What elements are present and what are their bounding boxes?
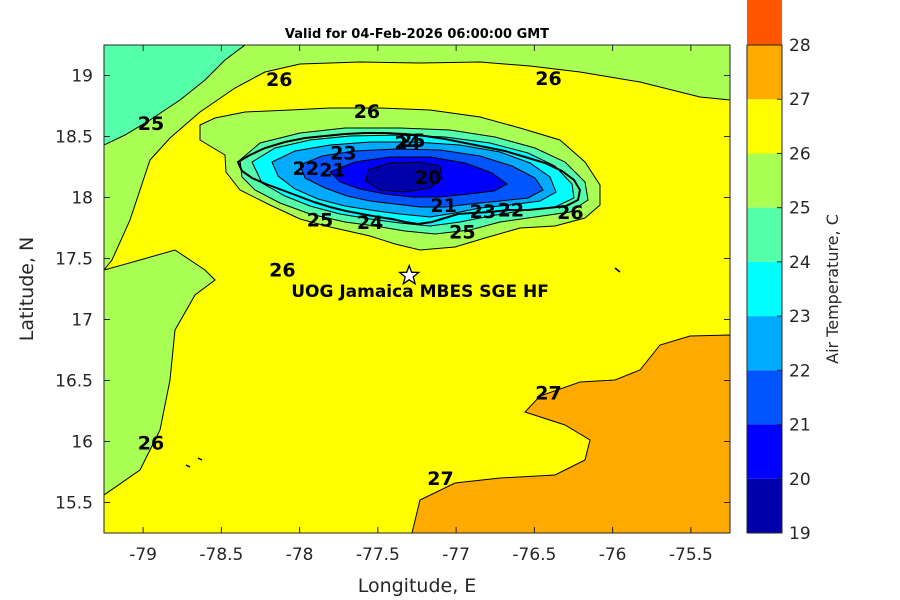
contour-label: 22 bbox=[498, 200, 524, 222]
contour-label: 26 bbox=[138, 433, 164, 455]
region-27-southeast bbox=[411, 334, 730, 533]
contour-map bbox=[104, 45, 730, 533]
colorbar-tick-label: 23 bbox=[789, 307, 811, 327]
colorbar-swatch bbox=[747, 45, 782, 100]
cay-dot bbox=[614, 267, 621, 273]
x-tick-label: -79 bbox=[129, 545, 157, 565]
colorbar-label: Air Temperature, C bbox=[823, 214, 842, 364]
x-tick-label: -76 bbox=[599, 545, 627, 565]
station-star-icon bbox=[397, 263, 421, 286]
contour-label: 23 bbox=[330, 142, 356, 164]
colorbar-tick-label: 22 bbox=[789, 361, 811, 381]
contour-label: 23 bbox=[470, 201, 496, 223]
y-tick-label: 18.5 bbox=[55, 128, 93, 148]
colorbar-tick-label: 19 bbox=[789, 524, 811, 544]
station-label: UOG Jamaica MBES SGE HF bbox=[291, 282, 549, 302]
contour-label: 26 bbox=[266, 69, 292, 91]
colorbar-tick-label: 25 bbox=[789, 199, 811, 219]
y-axis-ticks: 15.5 16 16.5 17 17.5 18 18.5 19 bbox=[55, 67, 730, 514]
y-tick-label: 17 bbox=[71, 311, 93, 331]
colorbar-swatch bbox=[747, 316, 782, 371]
x-tick-label: -78 bbox=[286, 545, 314, 565]
x-axis-label: Longitude, E bbox=[358, 575, 477, 597]
contour-label: 27 bbox=[535, 383, 561, 405]
y-tick-label: 15.5 bbox=[55, 494, 93, 514]
contour-label: 26 bbox=[557, 202, 583, 224]
y-axis-label: Latitude, N bbox=[16, 237, 38, 342]
plot-frame bbox=[103, 44, 731, 534]
colorbar-swatch bbox=[747, 0, 782, 45]
x-tick-label: -77 bbox=[442, 545, 470, 565]
colorbar-swatch bbox=[747, 207, 782, 262]
contour-label: 21 bbox=[319, 159, 345, 181]
colorbar-tick-label: 20 bbox=[789, 470, 811, 490]
colorbar-tick-label: 27 bbox=[789, 90, 811, 110]
region-19-island bbox=[365, 161, 443, 193]
contour-label: 20 bbox=[415, 167, 441, 189]
colorbar-swatch bbox=[747, 153, 782, 208]
region-25-west bbox=[104, 249, 216, 496]
colorbar-swatch bbox=[747, 478, 782, 533]
contour-label: 27 bbox=[427, 468, 453, 490]
y-tick-label: 16 bbox=[71, 433, 93, 453]
contour-label: 26 bbox=[269, 259, 295, 281]
contour-label: 25 bbox=[399, 130, 425, 152]
y-tick-label: 16.5 bbox=[55, 372, 93, 392]
colorbar-tick-label: 28 bbox=[789, 36, 811, 56]
x-axis-ticks: -79 -78.5 -78 -77.5 -77 -76.5 -76 -75.5 bbox=[129, 45, 713, 565]
x-tick-label: -76.5 bbox=[512, 545, 556, 565]
contour-label: 26 bbox=[535, 68, 561, 90]
colorbar-swatch bbox=[747, 370, 782, 425]
contour-label: 24 bbox=[394, 133, 420, 155]
colorbar: 19 20 21 22 23 24 25 26 27 28 bbox=[746, 0, 811, 544]
y-tick-label: 18 bbox=[71, 189, 93, 209]
contour-label: 22 bbox=[293, 158, 319, 180]
colorbar-swatch bbox=[747, 424, 782, 479]
contour-label: 25 bbox=[307, 209, 333, 231]
contour-label: 24 bbox=[357, 212, 383, 234]
colorbar-tick-label: 26 bbox=[789, 144, 811, 164]
y-tick-label: 17.5 bbox=[55, 250, 93, 270]
cay-dot bbox=[185, 457, 203, 468]
colorbar-tick-label: 24 bbox=[789, 253, 811, 273]
contour-label: 25 bbox=[138, 113, 164, 135]
contour-label: 26 bbox=[354, 101, 380, 123]
station: UOG Jamaica MBES SGE HF bbox=[291, 263, 549, 302]
region-24-northwest bbox=[104, 45, 246, 146]
map-title: Valid for 04-Feb-2026 06:00:00 GMT bbox=[285, 27, 549, 42]
y-tick-label: 19 bbox=[71, 67, 93, 87]
colorbar-swatch bbox=[747, 99, 782, 154]
x-tick-label: -75.5 bbox=[669, 545, 713, 565]
coastline bbox=[236, 132, 582, 226]
colorbar-tick-label: 21 bbox=[789, 416, 811, 436]
contour-label: 21 bbox=[430, 195, 456, 217]
colorbar-frame bbox=[746, 44, 783, 534]
x-tick-label: -78.5 bbox=[199, 545, 243, 565]
colorbar-swatch bbox=[747, 261, 782, 317]
x-tick-label: -77.5 bbox=[356, 545, 400, 565]
contour-label: 25 bbox=[449, 222, 475, 244]
